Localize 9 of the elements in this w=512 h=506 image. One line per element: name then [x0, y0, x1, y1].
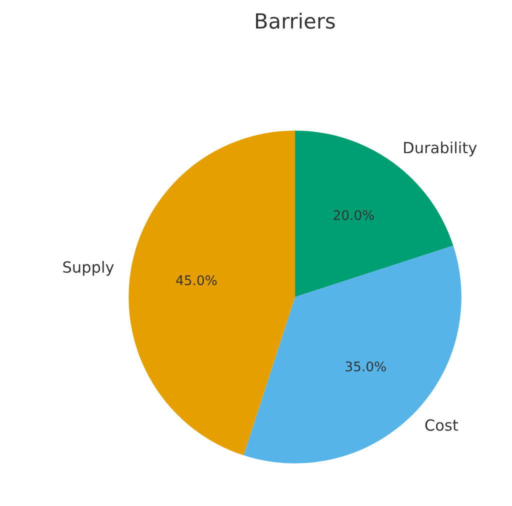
chart-title: Barriers: [256, 12, 335, 29]
data-label: 35.0%: [346, 361, 386, 372]
data-label: 20.0%: [334, 210, 374, 220]
pie-slice: [244, 246, 462, 464]
data-label: 45.0%: [176, 275, 217, 286]
slice-label: Cost: [425, 419, 458, 431]
pie-slice: [128, 130, 296, 456]
slice-label: Durability: [404, 142, 477, 156]
slice-label: Supply: [63, 261, 114, 276]
